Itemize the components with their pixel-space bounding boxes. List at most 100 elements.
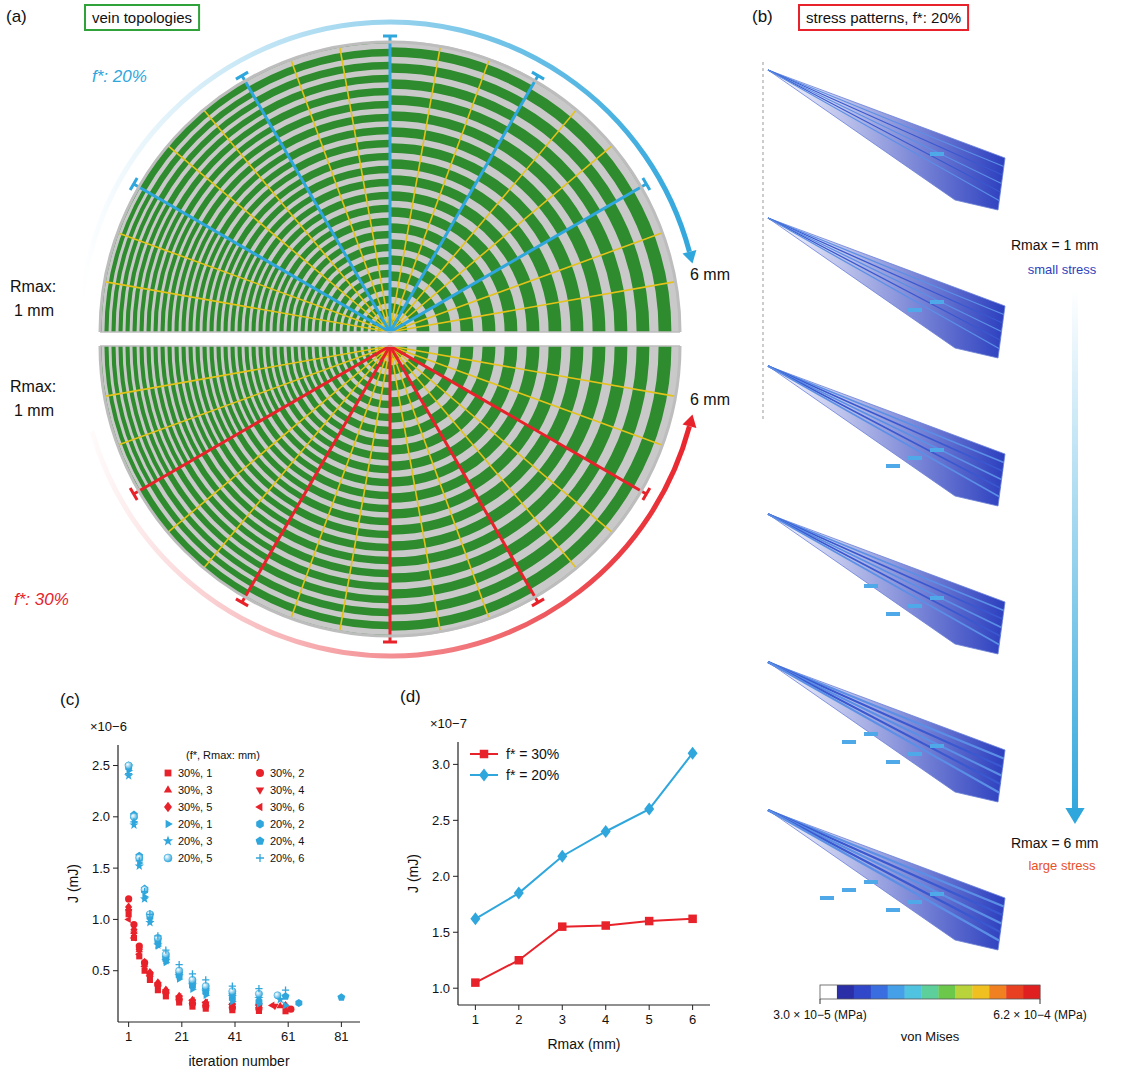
vein-stripe [341,346,348,371]
wedge-rib [768,514,1000,636]
colorbar-title: von Mises [901,1029,960,1044]
data-point [124,771,133,780]
legend-marker [479,769,489,782]
data-point [201,999,208,1006]
vein-stripe [250,262,269,332]
figure: (a)vein topologiesf*: 20%Rmax:1 mm6 mmRm… [0,0,1123,1079]
stress-wedge [768,662,1005,802]
vein-stripe [332,215,391,231]
legend-label: 30%, 5 [178,801,212,813]
y-tick-label: 3.0 [432,757,450,772]
vein-stripe [581,222,611,332]
y-tick [113,970,118,971]
colorbar-cell [989,985,1006,999]
arrow-shaft [1072,290,1078,810]
data-point [146,972,153,980]
x-axis-title: Rmax (mm) [547,1036,620,1052]
rmax-label: Rmax: [10,278,56,295]
vein-stripe [562,346,589,445]
data-point [162,947,169,954]
data-point [202,982,209,989]
vein-stripe [390,188,462,207]
wedge-rib [768,810,1000,932]
vein-stripe [533,489,637,593]
vein-stripe [466,346,478,390]
data-point [283,1002,290,1010]
vein-stripe [325,202,390,219]
data-point [125,762,132,769]
legend-marker [256,836,265,844]
x-tick [518,1005,519,1010]
stress-patch [886,612,900,616]
vein-stripe [390,498,478,522]
vein-stripe [327,301,335,333]
legend-marker [256,788,264,795]
f-label: f*: 20% [92,67,147,86]
colorbar-label: 3.0 × 10−5 (MPa) [773,1008,866,1022]
vein-stripe [369,322,372,333]
sector-cap [532,72,544,79]
stress-wedge [768,70,1005,210]
panel-letter: (d) [400,687,421,706]
y-tick [113,919,118,920]
vein-stripe [341,308,348,333]
vein-stripe [229,252,251,333]
stress-patch [930,744,944,748]
vein-stripe [355,315,360,333]
y-axis [457,742,458,1005]
vein-stripe [409,321,412,332]
x-tick-label: 41 [228,1029,242,1044]
series-line [475,919,692,983]
data-point [125,895,132,902]
stress-patch [930,300,944,304]
vein-stripe [254,59,391,96]
wedge-rib [768,366,999,497]
legend-marker [164,854,172,862]
vein-stripe [542,244,566,332]
vein-stripe [390,236,438,249]
data-point [130,934,137,942]
x-tick-label: 6 [689,1012,696,1027]
stress-wedge [768,366,1005,506]
colorbar-tick [1040,999,1041,1004]
data-point [125,770,132,777]
vein-stripe [222,248,245,332]
data-point [154,932,161,939]
plot-area [470,747,697,987]
y-tick [453,820,458,821]
note: small stress [1028,262,1097,277]
vein-stripe [267,560,391,593]
vein-stripe [362,346,366,360]
vein-stripe [523,346,544,423]
wedge-rib [768,218,1003,323]
wedge-rib [768,70,1004,167]
vein-half [100,36,680,332]
vein-stripe [533,85,637,189]
x-tick [605,1005,606,1010]
legend-label: 30%, 6 [270,801,304,813]
vein-stripe [264,346,281,409]
legend-label: 30%, 2 [270,767,304,779]
vein-stripe [345,241,391,253]
y-tick-label: 2.0 [432,869,450,884]
wedge-rib [768,70,1001,184]
stress-patch [842,888,856,892]
axis-multiplier: ×10−7 [430,716,467,731]
y-tick-label: 2.5 [92,758,110,773]
x-tick-label: 61 [281,1029,295,1044]
data-point [141,887,148,895]
vein-stripe [390,471,462,490]
wedge-rib [768,70,999,201]
colorbar-cell [888,985,905,999]
data-point [229,982,236,989]
x-tick-label: 1 [472,1012,479,1027]
wedge-rib [768,218,1001,332]
vein-stripe [334,304,342,332]
data-point [162,986,169,995]
vein-stripe [313,294,323,333]
vein-stripe [260,72,390,107]
sector-cap [383,35,397,38]
wedge-rib [768,366,1000,488]
panel-letter: (c) [60,690,80,709]
vein-stripe [390,485,470,506]
